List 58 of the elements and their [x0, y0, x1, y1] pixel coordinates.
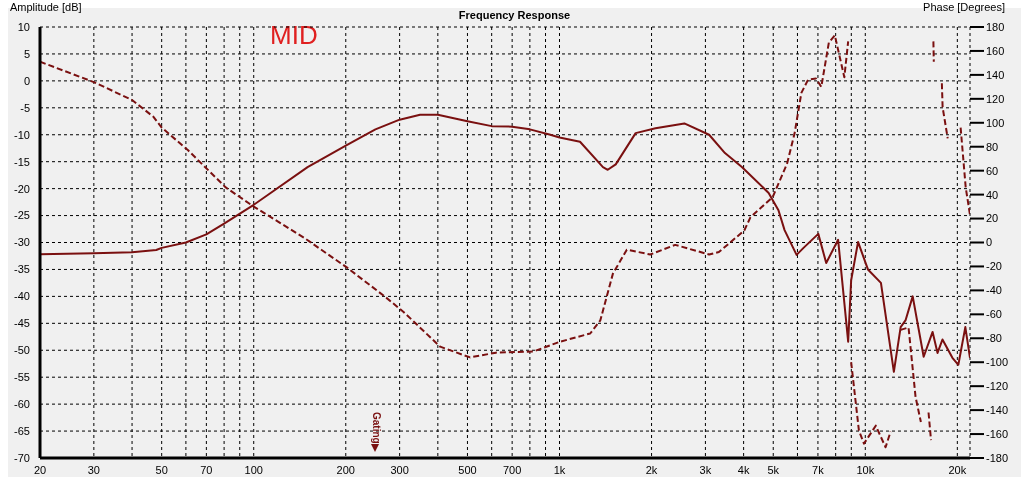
- y-tick-label: -60: [14, 398, 30, 411]
- x-tick-label: 70: [200, 463, 213, 476]
- x-tick-label: 50: [155, 463, 168, 476]
- y-tick-label: 5: [23, 47, 30, 60]
- chart-title: Frequency Response: [458, 9, 571, 21]
- annotation: MID: [270, 20, 318, 51]
- y-tick-label: 10: [17, 20, 30, 33]
- y-tick-label: -20: [14, 182, 30, 195]
- y2-tick-label: -100: [986, 356, 1009, 369]
- y-tick-label: -45: [14, 317, 30, 330]
- y2-tick-label: 40: [986, 188, 999, 201]
- y-tick-label: 0: [23, 74, 30, 87]
- x-tick-label: 300: [390, 463, 409, 476]
- y-tick-label: -70: [14, 451, 30, 464]
- x-tick-label: 500: [458, 463, 477, 476]
- y-axis-title: Amplitude [dB]: [10, 1, 82, 13]
- y2-tick-label: -60: [986, 308, 1002, 321]
- y2-tick-label: 140: [986, 68, 1005, 81]
- y-tick-label: -35: [14, 263, 30, 276]
- y-tick-label: -40: [14, 290, 30, 303]
- x-tick-label: 20k: [948, 463, 967, 476]
- y-tick-label: -10: [14, 128, 30, 141]
- x-tick-label: 5k: [767, 463, 780, 476]
- y2-tick-label: -20: [986, 260, 1002, 273]
- x-tick-label: 700: [502, 463, 522, 476]
- y-tick-label: -65: [14, 424, 30, 437]
- y2-tick-label: 20: [986, 212, 999, 225]
- x-tick-label: 4k: [737, 463, 750, 476]
- y2-tick-label: 120: [986, 92, 1005, 105]
- x-tick-label: 10k: [856, 463, 875, 476]
- y2-tick-label: 160: [986, 44, 1005, 57]
- x-tick-label: 20: [33, 463, 47, 476]
- y2-tick-label: -140: [986, 404, 1009, 417]
- y2-tick-label: -180: [986, 451, 1009, 464]
- y2-tick-label: -80: [986, 332, 1002, 345]
- annotation: Gating: [370, 412, 382, 444]
- x-tick-label: 30: [87, 463, 100, 476]
- x-tick-label: 100: [244, 463, 263, 476]
- y2-tick-label: 180: [986, 20, 1005, 33]
- x-tick-label: 1k: [553, 463, 566, 476]
- y2-tick-label: 100: [986, 116, 1005, 129]
- y2-tick-label: 80: [986, 140, 999, 153]
- y-tick-label: -30: [14, 236, 30, 249]
- y2-tick-label: 60: [986, 164, 999, 177]
- y-tick-label: -15: [14, 155, 30, 168]
- x-tick-label: 3k: [699, 463, 712, 476]
- y2-tick-label: -120: [986, 380, 1009, 393]
- x-tick-label: 7k: [812, 463, 825, 476]
- y-tick-label: -5: [20, 101, 30, 114]
- y-tick-label: -25: [14, 209, 30, 222]
- y2-tick-label: -40: [986, 284, 1002, 297]
- x-tick-label: 200: [336, 463, 355, 476]
- x-tick-label: 2k: [645, 463, 658, 476]
- y2-tick-label: -160: [986, 427, 1009, 440]
- y2-axis-title: Phase [Degrees]: [923, 1, 1005, 13]
- y-tick-label: -55: [14, 371, 30, 384]
- y2-tick-label: 0: [986, 236, 993, 249]
- y-tick-label: -50: [14, 344, 30, 357]
